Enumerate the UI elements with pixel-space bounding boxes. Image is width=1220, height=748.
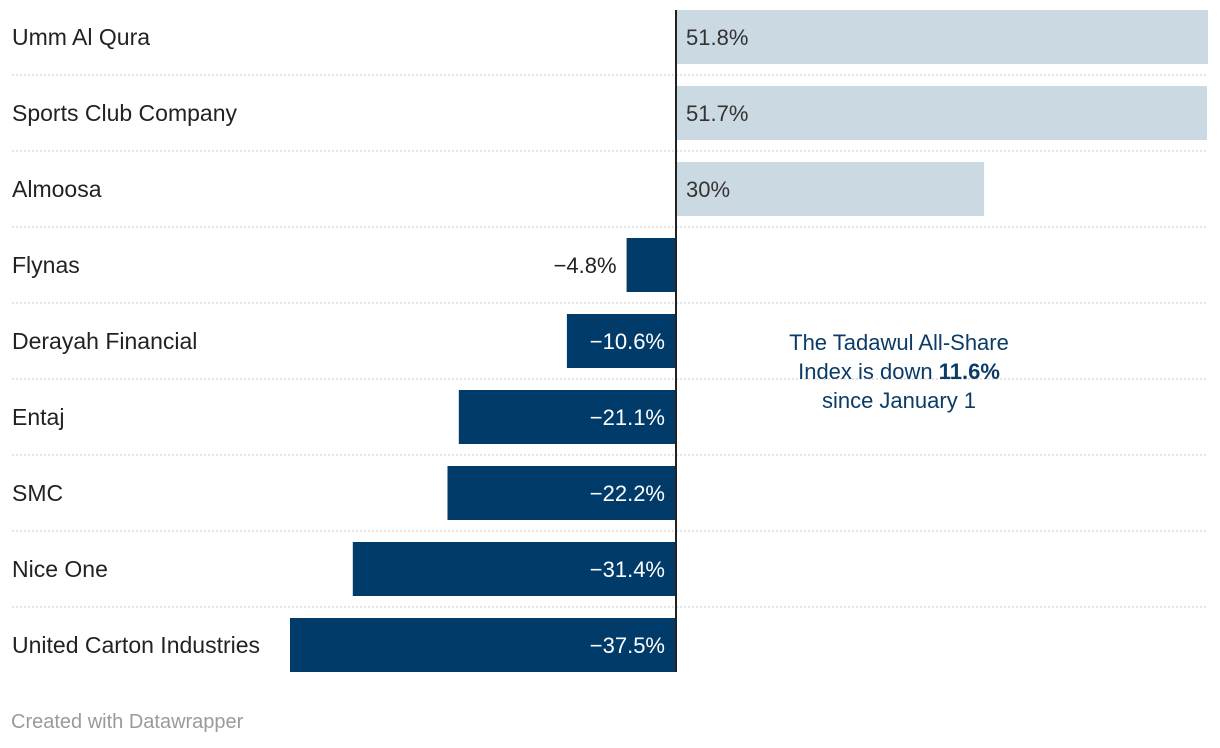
category-label-nice-one: Nice One [12,556,108,582]
bar-entaj [458,390,676,444]
datawrapper-credit[interactable]: Created with Datawrapper [11,711,244,733]
value-label-umm-al-qura: 51.8% [686,25,748,50]
value-label-flynas: −4.8% [554,253,617,278]
bar-flynas [626,238,676,292]
annotation-line-1: The Tadawul All-Share [789,330,1009,355]
category-label-smc: SMC [12,480,63,506]
bar-chart: Umm Al Qura Sports Club Company Almoosa Fly… [12,10,1208,672]
value-label-united-carton-industries: −37.5% [590,633,665,658]
category-label-united-carton-industries: United Carton Industries [12,632,260,658]
bar-smc [447,466,676,520]
value-label-entaj: −21.1% [590,405,665,430]
annotation-line-2-prefix: Index is down [798,359,939,384]
category-label-entaj: Entaj [12,404,64,430]
bar-united-carton-industries [290,618,676,672]
category-label-almoosa: Almoosa [12,176,102,202]
category-labels: Umm Al Qura Sports Club Company Almoosa Fly… [12,24,260,658]
index-annotation: The Tadawul All-Share Index is down 11.6… [760,328,1038,415]
category-label-flynas: Flynas [12,252,80,278]
value-label-derayah-financial: −10.6% [590,329,665,354]
category-label-umm-al-qura: Umm Al Qura [12,24,150,50]
bar-nice-one [352,542,676,596]
category-label-sports-club-company: Sports Club Company [12,100,237,126]
value-label-almoosa: 30% [686,177,730,202]
gridlines [12,74,1208,608]
bars-group [290,10,1208,672]
bar-sports-club-company [676,86,1207,140]
value-label-nice-one: −31.4% [590,557,665,582]
value-label-smc: −22.2% [590,481,665,506]
bar-almoosa [676,162,985,216]
annotation-line-3: since January 1 [821,388,977,413]
annotation-highlight-value: 11.6% [938,359,1000,384]
value-label-sports-club-company: 51.7% [686,101,748,126]
category-label-derayah-financial: Derayah Financial [12,328,197,354]
bar-derayah-financial [566,314,676,368]
bar-umm-al-qura [676,10,1208,64]
value-labels: 51.8% 51.7% 30% −4.8% −10.6% −21.1% −22.2% −31.… [554,25,749,658]
